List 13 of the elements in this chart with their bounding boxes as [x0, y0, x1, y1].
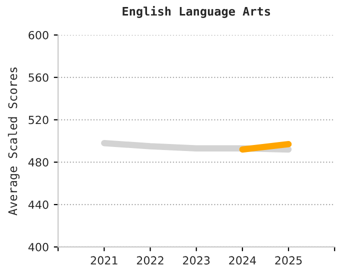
x-tick-label: 2022 [136, 256, 164, 265]
y-tick-label: 440 [28, 200, 48, 209]
x-tick-label: 2021 [90, 256, 118, 265]
y-tick-label: 560 [28, 73, 48, 82]
chart-title: English Language Arts [122, 6, 270, 18]
x-tick-label: 2023 [183, 256, 210, 265]
y-tick-label: 480 [28, 158, 48, 167]
y-tick-label: 520 [28, 116, 48, 124]
x-tick-label: 2024 [229, 256, 256, 265]
y-tick-label: 600 [28, 30, 48, 40]
x-tick-label: 2025 [275, 256, 302, 265]
y-axis-title: Average Scaled Scores [8, 68, 20, 216]
y-tick-label: 400 [28, 242, 48, 252]
